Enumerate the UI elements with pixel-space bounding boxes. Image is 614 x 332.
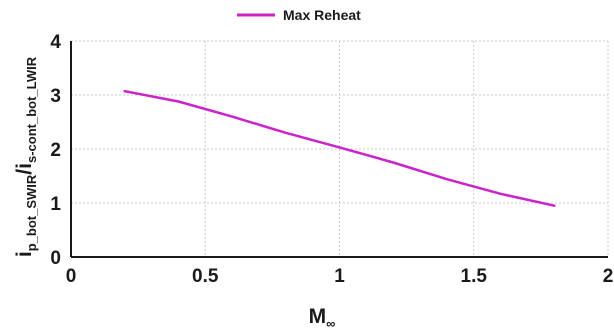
tick-labels: 0 0.5 1 1.5 2 0 1 2 3 4 <box>50 32 613 287</box>
x-tick-label: 1.5 <box>461 266 488 287</box>
x-tick-label: 0.5 <box>192 266 219 287</box>
x-axis-title: M∞ <box>309 305 336 331</box>
y-axis-title: ip_bot_SWIR/is-cont_bot_LWIR <box>13 56 39 257</box>
x-tick-label: 0 <box>66 266 77 287</box>
axes <box>70 41 608 258</box>
y-tick-label: 1 <box>50 194 61 215</box>
legend: Max Reheat <box>237 7 361 23</box>
series-line-max-reheat <box>123 89 556 207</box>
x-tick-label: 2 <box>603 266 614 287</box>
legend-label-max-reheat: Max Reheat <box>283 7 361 23</box>
y-tick-label: 3 <box>50 86 61 107</box>
series-layer <box>123 89 556 207</box>
y-tick-label: 2 <box>50 140 61 161</box>
x-tick-label: 1 <box>334 266 345 287</box>
gridlines <box>71 40 609 257</box>
y-tick-label: 4 <box>50 32 61 53</box>
y-tick-label: 0 <box>50 248 61 269</box>
